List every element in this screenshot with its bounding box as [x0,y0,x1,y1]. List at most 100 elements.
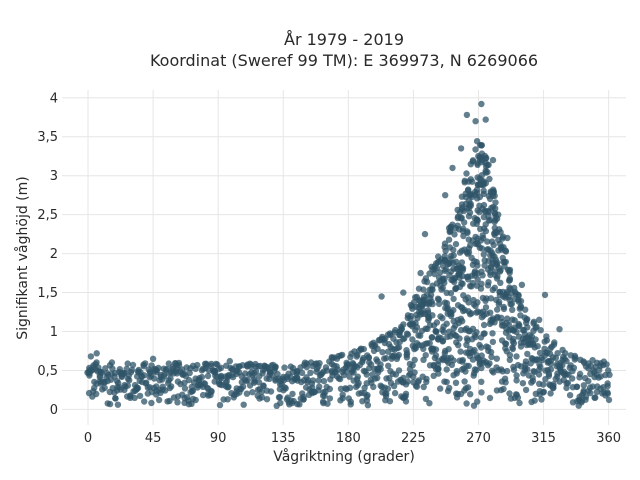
data-point [457,145,465,152]
data-point [442,192,449,199]
data-point [480,190,488,198]
data-point [326,385,333,393]
data-point [547,360,555,368]
data-point [410,299,418,306]
data-point [439,326,446,334]
data-point [396,331,403,339]
data-point [452,240,460,248]
data-point [149,355,157,362]
data-point [403,347,410,354]
data-point [482,227,490,235]
data-point [570,364,578,371]
data-point [462,368,469,375]
data-point [240,401,247,408]
data-point [478,142,485,149]
data-point [413,383,421,390]
data-point [370,383,377,391]
data-point [208,388,215,396]
data-point [409,336,416,343]
data-point [151,375,158,382]
data-point [604,382,611,390]
data-point [431,270,438,278]
data-point [497,279,504,286]
data-point [506,296,513,304]
data-point [112,395,119,402]
data-point [126,377,133,384]
data-point [148,399,155,407]
data-point [136,392,144,400]
data-point [424,307,432,314]
data-point [513,377,520,384]
data-point [467,202,474,209]
data-point [566,392,574,399]
data-point [124,360,131,367]
data-point [464,294,472,301]
data-point [449,164,456,172]
data-point [493,355,500,362]
data-point [536,316,543,323]
data-point [513,391,520,399]
data-point [480,251,487,258]
data-point [502,340,510,348]
data-point [324,400,331,407]
data-point [420,383,427,391]
data-point [102,365,109,372]
data-point [572,354,579,361]
data-point [326,395,334,402]
y-tick-label: 2,5 [37,208,58,223]
data-point [547,390,554,397]
data-point [217,364,225,371]
x-tick-label: 225 [401,431,426,446]
data-point [478,364,485,372]
data-point [489,330,496,337]
data-point [445,346,452,353]
data-point [478,344,485,351]
data-point [506,269,513,276]
x-tick-label: 315 [531,431,556,446]
data-point [500,305,508,313]
data-point [336,375,344,383]
data-point [562,350,569,357]
data-point [167,375,174,382]
data-point [420,286,427,293]
data-point [282,385,289,392]
data-point [464,228,471,235]
data-point [478,378,485,385]
data-point [538,396,545,403]
data-point [293,368,301,375]
data-point [472,118,479,125]
y-axis-title: Signifikant våghöjd (m) [14,176,31,339]
data-point [272,364,279,371]
data-point [480,321,488,329]
data-point [400,374,407,382]
data-point [360,345,367,353]
data-point [374,345,381,352]
data-point [486,360,493,367]
data-point [465,362,472,370]
data-point [537,327,544,334]
data-point [432,346,440,353]
data-point [226,357,233,365]
data-point [275,394,283,401]
data-point [596,366,603,374]
x-tick-label: 45 [145,431,162,446]
data-point [411,356,418,364]
data-point [309,377,317,384]
data-point [427,291,435,299]
data-point [450,295,457,303]
data-point [366,365,373,372]
data-point [441,350,448,357]
data-point [585,378,592,385]
data-point [86,372,93,379]
data-point [469,356,477,363]
data-point [506,275,513,282]
data-point [487,348,495,356]
data-point [482,116,489,123]
data-point [465,213,473,220]
data-point [463,170,470,177]
data-point [395,367,403,374]
data-point [450,357,457,364]
data-point [409,362,416,369]
data-point [556,326,563,333]
